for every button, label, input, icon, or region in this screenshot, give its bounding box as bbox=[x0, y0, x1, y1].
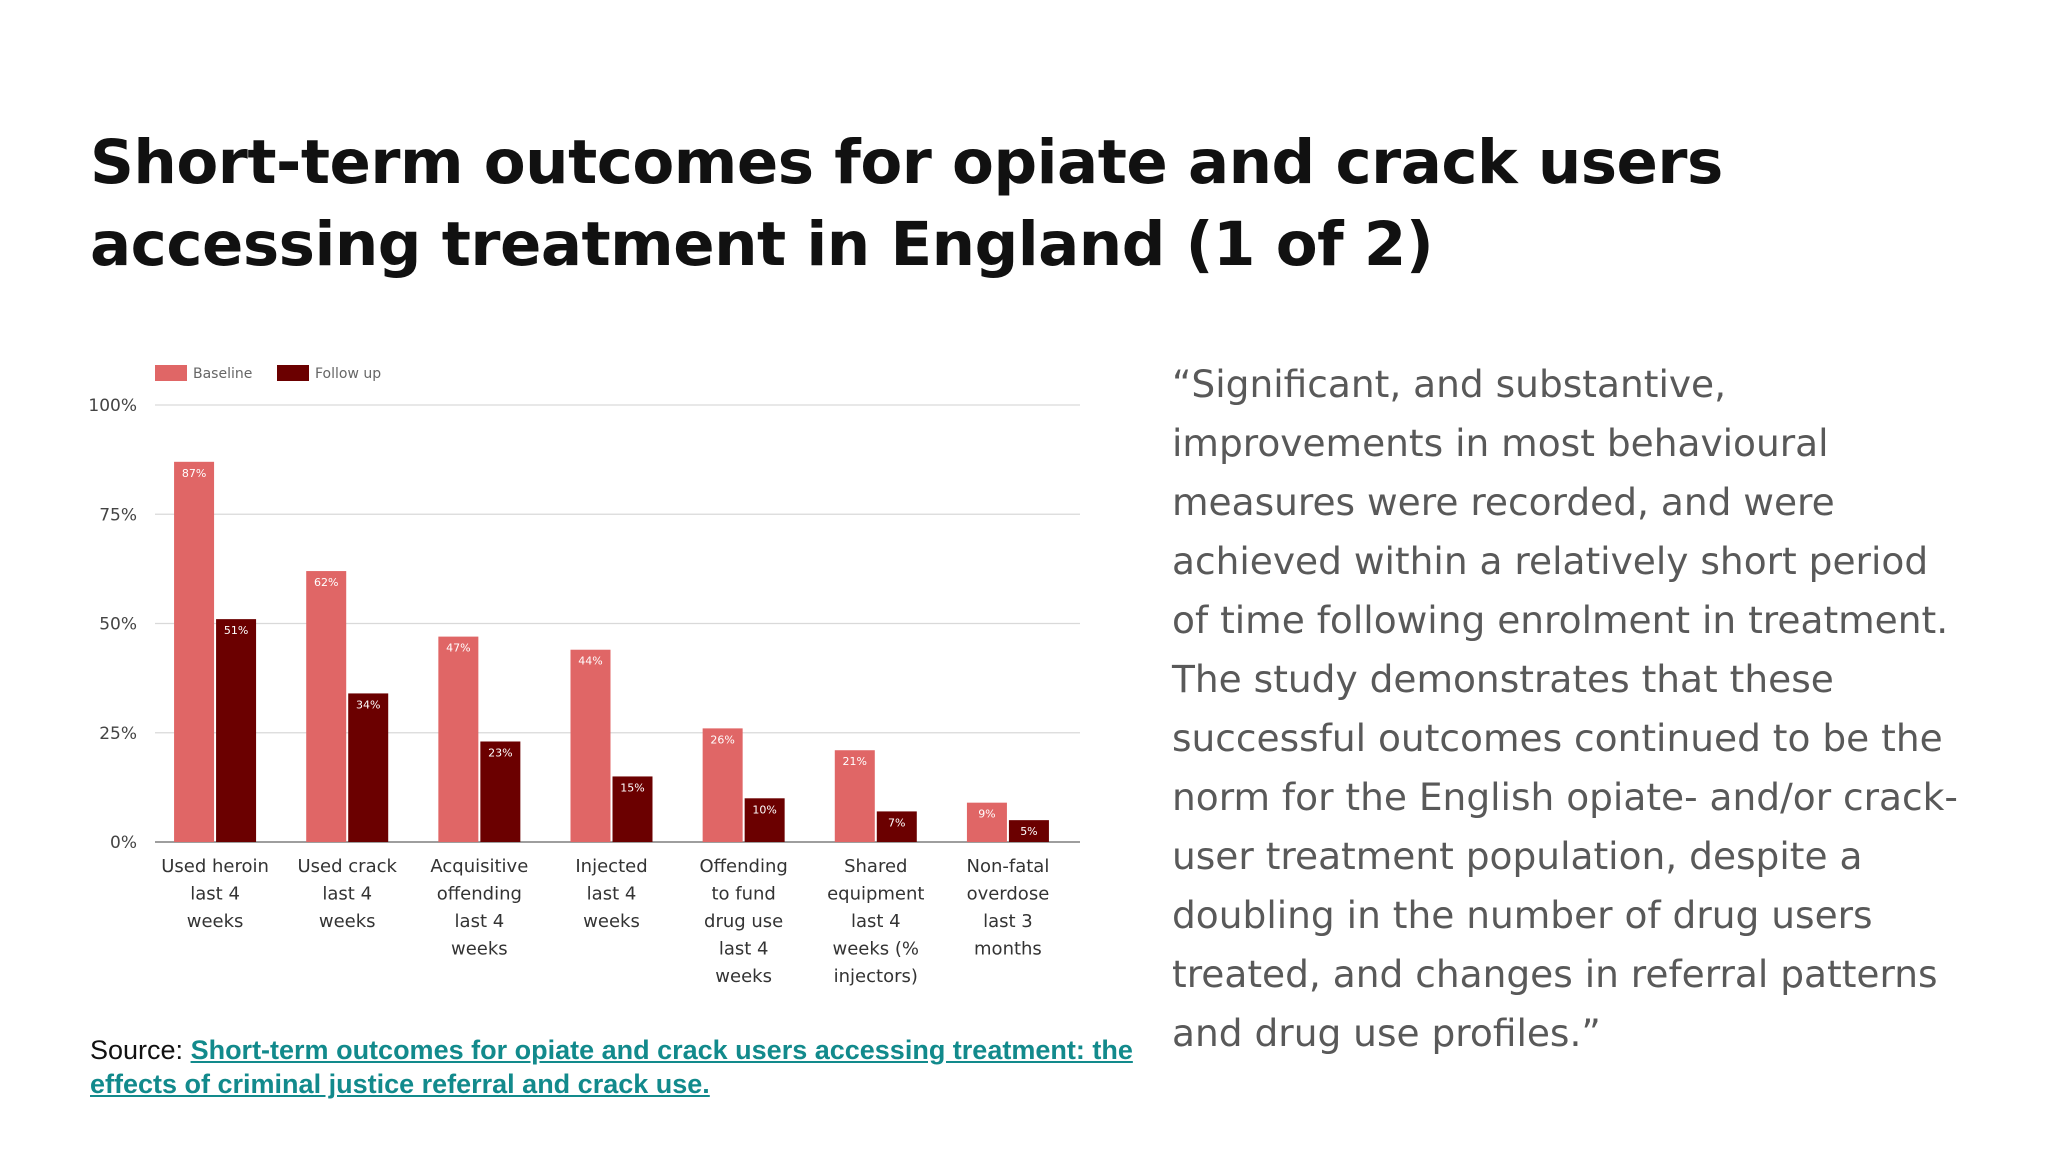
x-tick-label: overdose bbox=[967, 884, 1050, 905]
baseline-bar bbox=[702, 728, 743, 842]
bar-value-label: 21% bbox=[843, 755, 867, 768]
x-tick-label: last 4 bbox=[455, 911, 505, 932]
x-tick-label: weeks bbox=[187, 911, 244, 932]
source-prefix: Source: bbox=[90, 1035, 191, 1065]
bar-value-label: 87% bbox=[182, 467, 206, 480]
y-tick-label: 50% bbox=[99, 615, 137, 635]
x-tick-label: last 4 bbox=[190, 884, 240, 905]
legend-swatch bbox=[277, 365, 309, 381]
follow-up-bar bbox=[216, 619, 257, 842]
slide-title: Short-term outcomes for opiate and crack… bbox=[90, 122, 1890, 286]
x-tick-label: last 4 bbox=[587, 884, 637, 905]
follow-up-bar bbox=[348, 693, 389, 842]
x-tick-label: last 4 bbox=[719, 939, 769, 960]
legend-label: Baseline bbox=[193, 366, 252, 382]
x-tick-label: drug use bbox=[704, 911, 783, 932]
bar-value-label: 7% bbox=[888, 816, 905, 829]
x-tick-label: injectors) bbox=[834, 966, 918, 987]
y-tick-label: 75% bbox=[99, 505, 137, 525]
bar-value-label: 23% bbox=[488, 746, 512, 759]
legend-swatch bbox=[155, 365, 187, 381]
quote-text: “Significant, and substantive, improveme… bbox=[1172, 362, 1958, 1055]
y-tick-label: 100% bbox=[88, 396, 137, 416]
x-tick-label: weeks bbox=[583, 911, 640, 932]
x-tick-label: weeks bbox=[451, 939, 508, 960]
x-tick-label: Non-fatal bbox=[967, 856, 1050, 877]
bar-value-label: 10% bbox=[752, 803, 776, 816]
bar-value-label: 44% bbox=[578, 655, 602, 668]
follow-up-bar bbox=[876, 811, 917, 842]
follow-up-bar bbox=[480, 741, 521, 842]
x-tick-label: last 3 bbox=[983, 911, 1033, 932]
x-tick-label: Shared bbox=[844, 856, 907, 877]
slide-title-line-1: Short-term outcomes for opiate and crack… bbox=[90, 127, 1723, 198]
bar-value-label: 9% bbox=[978, 808, 995, 821]
x-tick-label: equipment bbox=[827, 884, 924, 905]
y-tick-label: 25% bbox=[99, 724, 137, 744]
source-citation: Source: Short-term outcomes for opiate a… bbox=[90, 1033, 1140, 1101]
x-tick-label: Used crack bbox=[298, 856, 398, 877]
x-tick-label: Acquisitive bbox=[430, 856, 528, 877]
bar-value-label: 62% bbox=[314, 576, 338, 589]
follow-up-bar bbox=[612, 776, 653, 842]
x-tick-label: offending bbox=[437, 884, 522, 905]
y-tick-label: 0% bbox=[110, 833, 137, 853]
bar-value-label: 51% bbox=[224, 624, 248, 637]
bar-value-label: 15% bbox=[620, 781, 644, 794]
baseline-bar bbox=[966, 802, 1007, 842]
follow-up-bar bbox=[1008, 820, 1049, 842]
x-tick-label: Offending bbox=[699, 856, 787, 877]
source-link[interactable]: Short-term outcomes for opiate and crack… bbox=[90, 1035, 1133, 1099]
baseline-bar bbox=[306, 571, 347, 842]
bar-chart: 0% 25% 50% 75% 100% Baseline Follow up 87% 51% Us… bbox=[88, 365, 1080, 987]
x-tick-label: weeks (% bbox=[833, 939, 920, 960]
baseline-bar bbox=[174, 461, 215, 842]
x-tick-label: to fund bbox=[711, 884, 775, 905]
bar-value-label: 34% bbox=[356, 698, 380, 711]
x-tick-label: Injected bbox=[575, 856, 647, 877]
x-tick-label: months bbox=[974, 939, 1042, 960]
follow-up-bar bbox=[744, 798, 785, 842]
bar-value-label: 26% bbox=[710, 733, 734, 746]
bar-value-label: 47% bbox=[446, 642, 470, 655]
x-tick-label: last 4 bbox=[322, 884, 372, 905]
x-tick-label: weeks bbox=[319, 911, 376, 932]
x-tick-label: last 4 bbox=[851, 911, 901, 932]
baseline-bar bbox=[570, 649, 611, 842]
slide-title-line-2: accessing treatment in England (1 of 2) bbox=[90, 209, 1434, 280]
x-tick-label: Used heroin bbox=[161, 856, 269, 877]
legend-label: Follow up bbox=[315, 366, 381, 382]
baseline-bar bbox=[438, 636, 479, 842]
baseline-bar bbox=[834, 750, 875, 842]
bar-value-label: 5% bbox=[1020, 825, 1037, 838]
x-tick-label: weeks bbox=[715, 966, 772, 987]
